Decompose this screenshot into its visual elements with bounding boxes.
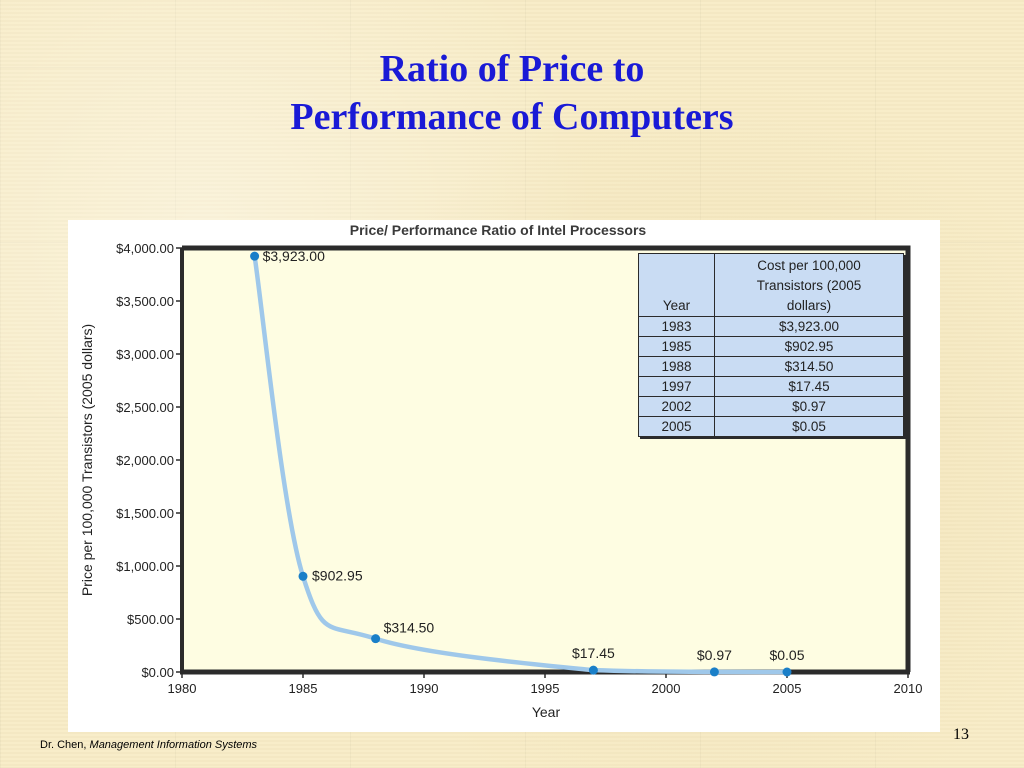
x-axis-label: Year	[532, 704, 561, 720]
table-header-cost: Cost per 100,000 Transistors (2005 dolla…	[714, 253, 904, 317]
data-point	[250, 251, 260, 261]
y-axis-label: Price per 100,000 Transistors (2005 doll…	[79, 324, 95, 596]
data-label: $3,923.00	[263, 248, 325, 264]
table-row: 2002 $0.97	[638, 396, 904, 417]
table-cell-cost: $0.97	[714, 396, 904, 417]
y-tick-label: $1,500.00	[116, 506, 174, 521]
x-tick-label: 1985	[289, 681, 318, 696]
data-point	[371, 634, 381, 644]
table-header-year: Year	[638, 253, 715, 317]
data-point	[298, 571, 308, 581]
chart-title: Price/ Performance Ratio of Intel Proces…	[350, 222, 647, 238]
table-header-row: Year Cost per 100,000 Transistors (2005 …	[638, 253, 904, 317]
data-label: $0.97	[697, 647, 732, 663]
series-line	[252, 253, 790, 675]
table-cell-year: 1997	[638, 376, 715, 397]
y-tick-label: $3,000.00	[116, 347, 174, 362]
x-tick-label: 2005	[773, 681, 802, 696]
y-tick-label: $1,000.00	[116, 559, 174, 574]
page-number: 13	[953, 726, 969, 743]
y-tick-label: $4,000.00	[116, 241, 174, 256]
x-tick-label: 2010	[894, 681, 923, 696]
table-row: 1988 $314.50	[638, 356, 904, 377]
data-point	[709, 667, 719, 677]
table-cell-year: 1983	[638, 316, 715, 337]
table-cell-cost: $902.95	[714, 336, 904, 357]
slide-title-line-1: Ratio of Price to	[379, 48, 645, 90]
data-label: $314.50	[384, 620, 435, 636]
table-cell-year: 1985	[638, 336, 715, 357]
x-tick-label: 2000	[652, 681, 681, 696]
x-tick-label: 1995	[531, 681, 560, 696]
footer-author: Dr. Chen,	[40, 739, 90, 751]
slide-title-line-2: Performance of Computers	[290, 96, 734, 138]
table-cell-cost: $3,923.00	[714, 316, 904, 337]
data-table: Year Cost per 100,000 Transistors (2005 …	[638, 253, 904, 437]
plot-frame	[182, 245, 911, 672]
data-label: $0.05	[769, 647, 804, 663]
table-cell-cost: $314.50	[714, 356, 904, 377]
y-tick-label: $0.00	[141, 665, 174, 680]
table-cell-year: 2002	[638, 396, 715, 417]
table-row: 1997 $17.45	[638, 376, 904, 397]
chart-figure: Price/ Performance Ratio of Intel Proces…	[68, 220, 940, 732]
y-tick-label: $2,000.00	[116, 453, 174, 468]
data-label: $17.45	[572, 645, 615, 661]
table-cell-cost: $0.05	[714, 416, 904, 437]
x-tick-label: 1990	[410, 681, 439, 696]
footer-course: Management Information Systems	[89, 739, 258, 751]
data-point	[782, 667, 792, 677]
data-label: $902.95	[312, 567, 363, 583]
slide-title: Ratio of Price to Performance of Compute…	[0, 45, 1024, 141]
y-tick-label: $500.00	[127, 612, 174, 627]
x-tick-label: 1980	[168, 681, 197, 696]
table-row: 1985 $902.95	[638, 336, 904, 357]
table-row: 1983 $3,923.00	[638, 316, 904, 337]
y-tick-label: $2,500.00	[116, 400, 174, 415]
table-cell-year: 2005	[638, 416, 715, 437]
table-cell-year: 1988	[638, 356, 715, 377]
data-point	[588, 665, 598, 675]
y-tick-label: $3,500.00	[116, 294, 174, 309]
footer: Dr. Chen, Management Information Systems	[40, 739, 257, 751]
table-cell-cost: $17.45	[714, 376, 904, 397]
table-row: 2005 $0.05	[638, 416, 904, 437]
